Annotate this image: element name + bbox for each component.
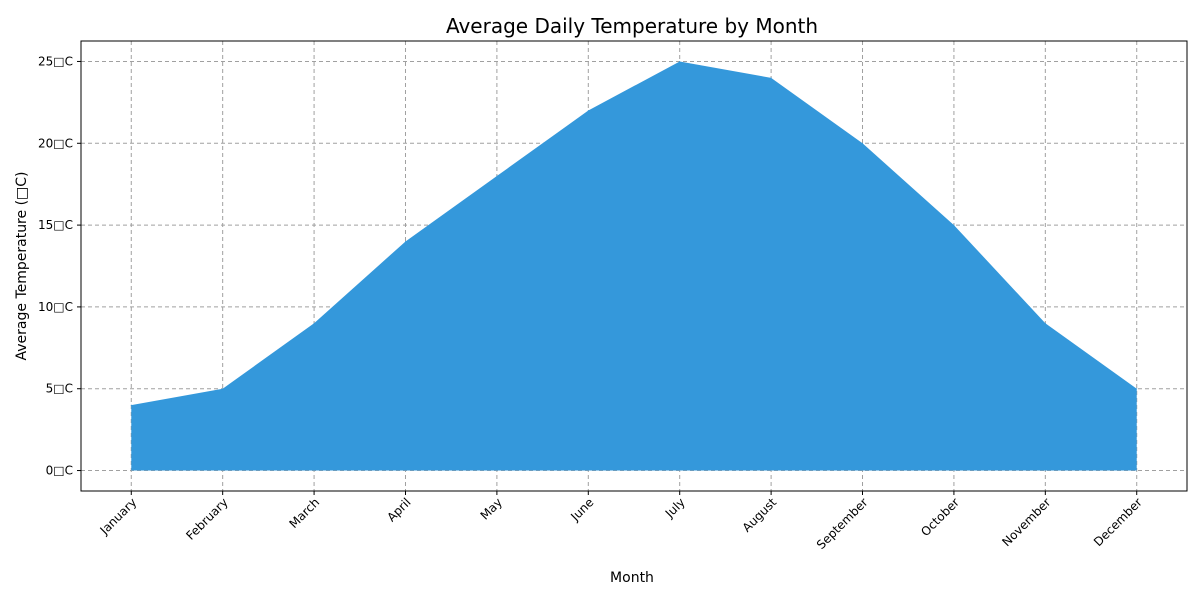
x-tick-label-april: April <box>384 495 413 524</box>
x-axis-ticks: January February March April May June July Augu… <box>97 491 1145 552</box>
x-tick-label-july: July <box>662 495 688 521</box>
data-point-march <box>313 322 315 324</box>
data-point-november <box>1044 322 1046 324</box>
x-tick-label-june: June <box>567 495 596 524</box>
y-tick-label: 5□C <box>46 382 73 396</box>
y-tick-label: 10□C <box>38 300 73 314</box>
data-point-may <box>496 175 498 177</box>
x-tick-label-march: March <box>286 495 322 531</box>
x-tick-label-december: December <box>1091 495 1145 549</box>
y-axis-ticks: 0□C 5□C 10□C 15□C 20□C 25□C <box>38 54 81 478</box>
data-point-february <box>222 388 224 390</box>
data-point-december <box>1136 388 1138 390</box>
x-tick-label-may: May <box>478 495 505 522</box>
x-tick-label-february: February <box>183 495 231 543</box>
y-tick-label: 25□C <box>38 54 73 68</box>
x-tick-label-september: September <box>814 495 871 552</box>
data-point-january <box>130 404 132 406</box>
y-axis-label: Average Temperature (□C) <box>14 172 30 361</box>
area-series <box>130 60 1138 471</box>
y-tick-label: 0□C <box>46 464 73 478</box>
plot-frame <box>80 40 1188 492</box>
data-point-october <box>953 224 955 226</box>
y-tick-label: 15□C <box>38 218 73 232</box>
x-tick-label-january: January <box>97 495 140 538</box>
x-axis-label: Month <box>610 570 654 586</box>
x-tick-label-august: August <box>740 495 780 535</box>
chart-title: Average Daily Temperature by Month <box>446 14 818 38</box>
y-tick-label: 20□C <box>38 136 73 150</box>
temperature-area <box>131 61 1137 471</box>
data-point-july <box>679 60 681 62</box>
data-point-april <box>404 240 406 242</box>
data-point-june <box>587 110 589 112</box>
data-point-september <box>862 142 864 144</box>
x-tick-label-november: November <box>999 495 1053 549</box>
data-point-august <box>770 77 772 79</box>
x-tick-label-october: October <box>918 495 962 539</box>
